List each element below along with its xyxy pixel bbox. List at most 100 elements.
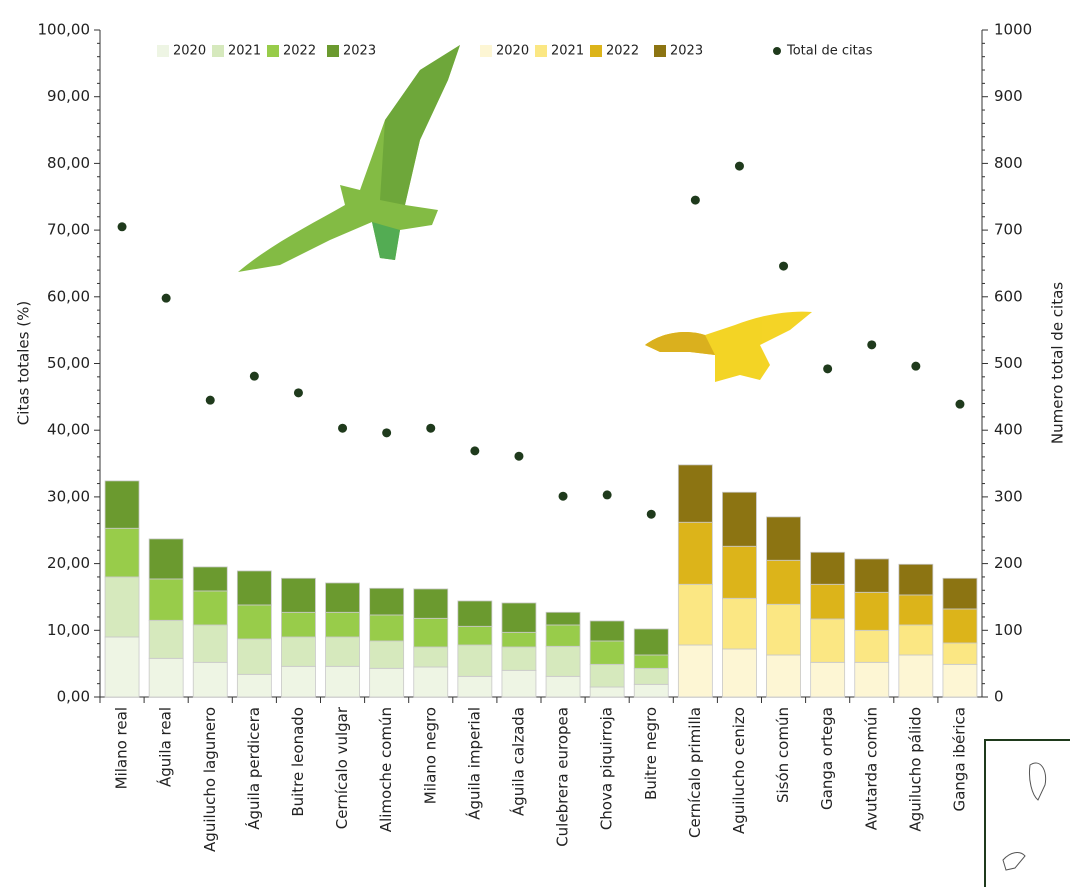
y-tick-label: 80,00 <box>47 154 90 172</box>
total-point <box>955 399 965 409</box>
total-point <box>602 490 612 500</box>
bar-segment <box>589 686 625 698</box>
bar-segment <box>766 516 801 561</box>
bar-segment <box>236 604 272 640</box>
y-tick-label: 20,00 <box>47 554 90 572</box>
x-tick-label: Águila real <box>156 707 175 787</box>
bar-segment <box>722 597 757 650</box>
bar-segment <box>854 558 890 593</box>
total-point <box>867 340 877 350</box>
total-point <box>249 371 259 381</box>
bar-segment <box>677 644 713 698</box>
bar-segment <box>722 491 757 547</box>
bar-segment <box>898 654 934 698</box>
y2-tick-label: 600 <box>994 287 1023 305</box>
legend-label: 2023 <box>670 44 703 59</box>
x-tick-label: Cernícalo vulgar <box>333 706 351 829</box>
bar-segment <box>942 663 978 698</box>
bar-segment <box>192 590 228 626</box>
legend-label: Total de citas <box>786 44 873 59</box>
x-tick-label: Ganga ortega <box>818 707 836 810</box>
bar-segment <box>854 629 890 663</box>
bar-segment <box>104 576 140 638</box>
total-point <box>161 293 171 303</box>
bar-segment <box>281 611 316 638</box>
bar-segment <box>545 645 581 677</box>
bar-segment <box>457 625 493 646</box>
bar-segment <box>369 640 405 669</box>
y-tick-label: 30,00 <box>47 487 90 505</box>
bar-segment <box>898 563 934 596</box>
legend-label: 2021 <box>551 44 584 59</box>
legend-swatch <box>535 45 547 57</box>
bar-segment <box>192 624 228 663</box>
bar-segment <box>369 587 405 616</box>
legend-swatch <box>267 45 279 57</box>
bar-segment <box>104 480 140 529</box>
total-point <box>338 423 348 433</box>
y-tick-label: 70,00 <box>47 221 90 239</box>
x-tick-label: Cernícalo primilla <box>686 707 704 838</box>
bar-segment <box>148 578 184 621</box>
legend-swatch <box>212 45 224 57</box>
bar-segment <box>898 624 934 656</box>
x-tick-label: Avutarda común <box>862 707 880 830</box>
bird-illustration-green <box>238 45 460 272</box>
x-tick-label: Aguilucho cenizo <box>730 707 748 834</box>
bar-segment <box>633 667 669 685</box>
y2-tick-label: 800 <box>994 154 1023 172</box>
total-point <box>470 446 480 456</box>
bar-segment <box>236 638 272 675</box>
bar-segment <box>633 683 669 698</box>
bar-segment <box>545 624 581 647</box>
total-point <box>646 509 656 519</box>
legend-label: 2023 <box>343 44 376 59</box>
bar-segment <box>898 594 934 626</box>
legend-label: 2022 <box>606 44 639 59</box>
bar-segment <box>325 582 360 613</box>
legend-swatch <box>157 45 169 57</box>
y-tick-label: 50,00 <box>47 354 90 372</box>
bar-segment <box>148 619 184 659</box>
bar-segment <box>722 648 757 698</box>
y2-tick-label: 200 <box>994 554 1023 572</box>
bar-segment <box>501 646 537 671</box>
x-tick-label: Alimoche común <box>377 707 395 832</box>
x-tick-label: Águila perdicera <box>244 707 263 830</box>
bar-segment <box>722 545 757 599</box>
bar-segment <box>413 617 449 648</box>
bar-segment <box>810 661 846 698</box>
bar-segment <box>457 644 493 677</box>
y2-tick-label: 500 <box>994 354 1023 372</box>
y-tick-label: 10,00 <box>47 621 90 639</box>
x-tick-label: Buitre negro <box>642 707 660 800</box>
bar-segment <box>192 566 228 592</box>
x-tick-label: Águila calzada <box>508 707 527 816</box>
bar-segment <box>677 464 713 523</box>
bar-segment <box>104 636 140 698</box>
total-point <box>911 361 921 371</box>
bar-segment <box>766 654 801 698</box>
bar-segment <box>236 673 272 698</box>
bar-segment <box>457 675 493 698</box>
bar-segment <box>942 642 978 665</box>
bar-segment <box>677 521 713 585</box>
bar-segment <box>104 527 140 578</box>
y-tick-label: 100,00 <box>38 21 91 39</box>
bar-segment <box>369 614 405 642</box>
bar-segment <box>633 654 669 669</box>
x-tick-label: Buitre leonado <box>289 707 307 817</box>
bar-segment <box>545 611 581 626</box>
bar-segment <box>810 551 846 585</box>
y-tick-label: 90,00 <box>47 87 90 105</box>
bar-segment <box>369 667 405 698</box>
bar-segment <box>942 608 978 644</box>
total-point <box>205 395 215 405</box>
bar-segment <box>854 661 890 698</box>
x-tick-label: Milano negro <box>421 707 439 804</box>
bar-segment <box>501 631 537 648</box>
legend-label: 2020 <box>173 44 206 59</box>
bar-segment <box>810 583 846 620</box>
bar-segment <box>325 665 360 698</box>
